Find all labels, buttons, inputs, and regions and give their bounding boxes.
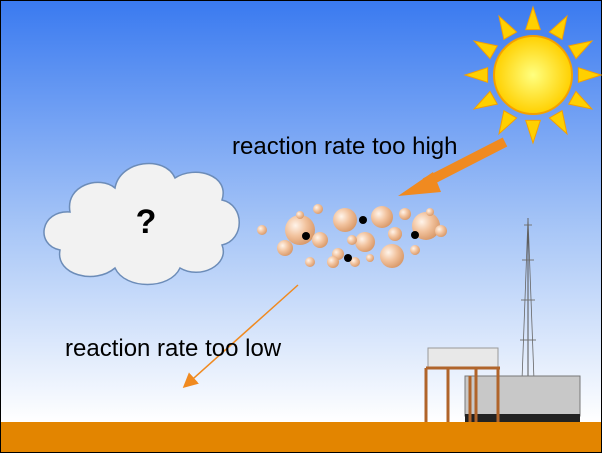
particle <box>285 215 315 245</box>
soot-particle <box>302 232 310 240</box>
sun-ray <box>498 14 518 41</box>
particle <box>435 225 447 237</box>
sun-ray <box>472 40 499 60</box>
particle <box>366 254 374 262</box>
particle <box>313 204 323 214</box>
particle <box>277 240 293 256</box>
sun-ray <box>525 5 541 31</box>
sun-disc <box>493 35 573 115</box>
particle <box>312 232 328 248</box>
particle <box>305 257 315 267</box>
soot-particle <box>411 231 419 239</box>
particle <box>412 212 440 240</box>
particle <box>327 256 339 268</box>
particle <box>347 235 357 245</box>
station <box>424 217 581 422</box>
particle <box>350 257 360 267</box>
sun-ray <box>548 14 568 41</box>
particle <box>371 206 393 228</box>
label-high: reaction rate too high <box>232 133 457 160</box>
sun-ray <box>525 119 541 145</box>
label-low: reaction rate too low <box>65 335 282 362</box>
sun-ray <box>567 90 594 110</box>
particles <box>257 204 447 268</box>
sun-ray <box>463 67 489 83</box>
sun-ray <box>577 67 602 83</box>
sun-ray <box>567 40 594 60</box>
sun-ray <box>498 109 518 136</box>
particle <box>399 208 411 220</box>
ground <box>1 422 601 452</box>
sun-ray <box>548 109 568 136</box>
particle <box>333 208 357 232</box>
sun-ray <box>472 90 499 110</box>
particle <box>257 225 267 235</box>
particle <box>380 244 404 268</box>
arrow-high <box>422 137 508 188</box>
sun <box>463 5 602 145</box>
soot-particle <box>359 216 367 224</box>
particle <box>410 245 420 255</box>
soot-particle <box>344 254 352 262</box>
arrow-high-head <box>398 172 441 196</box>
arrow-low <box>182 284 299 388</box>
cloud <box>43 162 240 286</box>
particle <box>426 208 434 216</box>
particle <box>296 211 304 219</box>
particle <box>388 227 402 241</box>
particle <box>355 232 375 252</box>
question-mark: ? <box>136 203 157 241</box>
